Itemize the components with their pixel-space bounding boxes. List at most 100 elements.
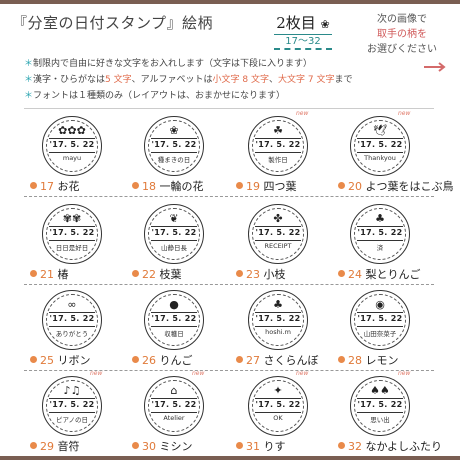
stamp-name: りんご <box>159 354 193 367</box>
arrow-right-icon[interactable] <box>424 62 446 72</box>
stamp-custom-text: 済 <box>376 244 384 252</box>
stamp-inner-ring <box>252 120 304 172</box>
stamp-inner-ring <box>46 120 98 172</box>
stamp-date: '17. 5. 22 <box>357 140 403 149</box>
bullet-dot-icon <box>338 442 345 449</box>
stamp-inner-ring <box>148 120 200 172</box>
stamp-rule <box>357 152 403 153</box>
new-badge: new <box>398 110 411 117</box>
stamp-option-26[interactable]: ● '17. 5. 22 収穫日 26 りんご <box>126 290 228 372</box>
stamp-rule <box>151 138 197 139</box>
bullet-dot-icon <box>30 442 37 449</box>
stamp-rule <box>255 226 301 227</box>
stamp-inner-ring <box>46 208 98 260</box>
stamp-option-19[interactable]: ☘ '17. 5. 22 製作日 new 19 四つ葉 <box>230 110 332 198</box>
stamp-label: 25 リボン <box>30 352 91 368</box>
stamp-preview: ● '17. 5. 22 収穫日 <box>144 290 204 350</box>
stamp-rule <box>151 226 197 227</box>
top-border <box>0 0 460 4</box>
stamp-option-18[interactable]: ❀ '17. 5. 22 種まきの日 18 一輪の花 <box>126 116 228 198</box>
stamp-custom-text: hoshi.m <box>265 328 291 336</box>
stamp-rule <box>49 326 95 327</box>
stamp-name: ミシン <box>159 440 193 453</box>
stamp-label: 20 よつ葉をはこぶ鳥 <box>338 178 454 194</box>
stamp-date: '17. 5. 22 <box>255 140 301 149</box>
stamp-label: 31 りす <box>236 438 286 454</box>
stamp-motif-icon: ♣ <box>375 212 385 225</box>
stamp-date: '17. 5. 22 <box>357 314 403 323</box>
stamp-name: 一輪の花 <box>159 180 204 193</box>
stamp-motif-icon: 🕊 <box>373 124 387 137</box>
stamp-option-25[interactable]: ∞ '17. 5. 22 ありがとう 25 リボン <box>24 290 126 372</box>
stamp-motif-icon: ✿✿✿ <box>58 124 86 137</box>
stamp-inner-ring <box>46 294 98 346</box>
stamp-name: さくらんぼ <box>263 354 319 367</box>
stamp-number: 30 <box>142 440 156 453</box>
stamp-inner-ring <box>252 294 304 346</box>
stamp-preview: ♠♠ '17. 5. 22 思い出 <box>350 376 410 436</box>
stamp-number: 27 <box>246 354 260 367</box>
row-divider <box>24 370 434 371</box>
bullet-dot-icon <box>30 270 37 277</box>
next-line-2: 取手の柄を <box>377 29 427 40</box>
stamp-rule <box>255 398 301 399</box>
new-badge: new <box>296 370 309 377</box>
stamp-preview: ✿✿✿ '17. 5. 22 mayu <box>42 116 102 176</box>
stamp-option-17[interactable]: ✿✿✿ '17. 5. 22 mayu 17 お花 <box>24 116 126 198</box>
stamp-number: 24 <box>348 268 362 281</box>
note-3: ＊フォントは１種類のみ（レイアウトは、おまかせになります） <box>24 91 286 101</box>
stamp-motif-icon: ✾✾ <box>62 212 82 225</box>
stamp-inner-ring <box>252 208 304 260</box>
stamp-motif-icon: ♪♫ <box>63 384 81 397</box>
new-badge: new <box>192 370 205 377</box>
stamp-preview: ♪♫ '17. 5. 22 ピアノの日 <box>42 376 102 436</box>
bullet-dot-icon <box>236 182 243 189</box>
stamp-option-27[interactable]: ♣ '17. 5. 22 hoshi.m 27 さくらんぼ <box>230 290 332 372</box>
stamp-option-24[interactable]: ♣ '17. 5. 22 済 24 梨とりんご <box>332 204 434 286</box>
bullet-dot-icon <box>338 270 345 277</box>
new-badge: new <box>90 370 103 377</box>
stamp-number: 19 <box>246 180 260 193</box>
stamp-rule <box>357 226 403 227</box>
stamp-name: 音符 <box>57 440 80 453</box>
stamp-inner-ring <box>354 380 406 432</box>
note-2: ＊漢字・ひらがなは5 文字、アルファベットは小文字 8 文字、大文字 7 文字ま… <box>24 75 353 85</box>
stamp-preview: ✤ '17. 5. 22 RECEIPT <box>248 204 308 264</box>
stamp-inner-ring <box>148 294 200 346</box>
stamp-rule <box>255 326 301 327</box>
sheet-number: 2枚目 <box>276 14 316 32</box>
sheet-indicator: 2枚目 ❀ 17～32 <box>268 12 338 50</box>
bullet-dot-icon <box>132 442 139 449</box>
stamp-option-31[interactable]: ✦ '17. 5. 22 OK new 31 りす <box>230 370 332 458</box>
stamp-preview: ♣ '17. 5. 22 hoshi.m <box>248 290 308 350</box>
bullet-dot-icon <box>236 356 243 363</box>
stamp-preview: ✾✾ '17. 5. 22 日日是好日 <box>42 204 102 264</box>
stamp-date: '17. 5. 22 <box>49 314 95 323</box>
stamp-option-32[interactable]: ♠♠ '17. 5. 22 思い出 new 32 なかよしふたり <box>332 370 442 458</box>
stamp-option-29[interactable]: ♪♫ '17. 5. 22 ピアノの日 new 29 音符 <box>24 370 126 458</box>
stamp-option-23[interactable]: ✤ '17. 5. 22 RECEIPT 23 小枝 <box>230 204 332 286</box>
next-line-1: 次の画像で <box>377 14 427 25</box>
stamp-option-30[interactable]: ⌂ '17. 5. 22 Atelier new 30 ミシン <box>126 370 228 458</box>
stamp-label: 22 枝葉 <box>132 266 182 282</box>
stamp-rule <box>151 326 197 327</box>
bullet-dot-icon <box>338 356 345 363</box>
stamp-option-21[interactable]: ✾✾ '17. 5. 22 日日是好日 21 椿 <box>24 204 126 286</box>
stamp-motif-icon: ❀ <box>169 124 179 137</box>
stamp-custom-text: mayu <box>62 154 82 162</box>
stamp-option-28[interactable]: ◉ '17. 5. 22 山田奈菜子 28 レモン <box>332 290 434 372</box>
stamp-name: リボン <box>57 354 91 367</box>
stamp-label: 32 なかよしふたり <box>338 438 442 454</box>
sheet-label: 2枚目 ❀ <box>268 12 338 33</box>
stamp-option-22[interactable]: ❦ '17. 5. 22 山静日長 22 枝葉 <box>126 204 228 286</box>
stamp-number: 22 <box>142 268 156 281</box>
stamp-inner-ring <box>354 294 406 346</box>
stamp-custom-text: OK <box>273 414 283 422</box>
stamp-option-20[interactable]: 🕊 '17. 5. 22 Thankyou new 20 よつ葉をはこぶ鳥 <box>332 110 454 198</box>
page-title: 『分室の日付スタンプ』絵柄 <box>12 14 214 32</box>
stamp-label: 26 りんご <box>132 352 193 368</box>
bullet-dot-icon <box>132 356 139 363</box>
stamp-name: なかよしふたり <box>365 440 442 453</box>
stamp-motif-icon: ♠♠ <box>370 384 390 397</box>
stamp-label: 27 さくらんぼ <box>236 352 319 368</box>
